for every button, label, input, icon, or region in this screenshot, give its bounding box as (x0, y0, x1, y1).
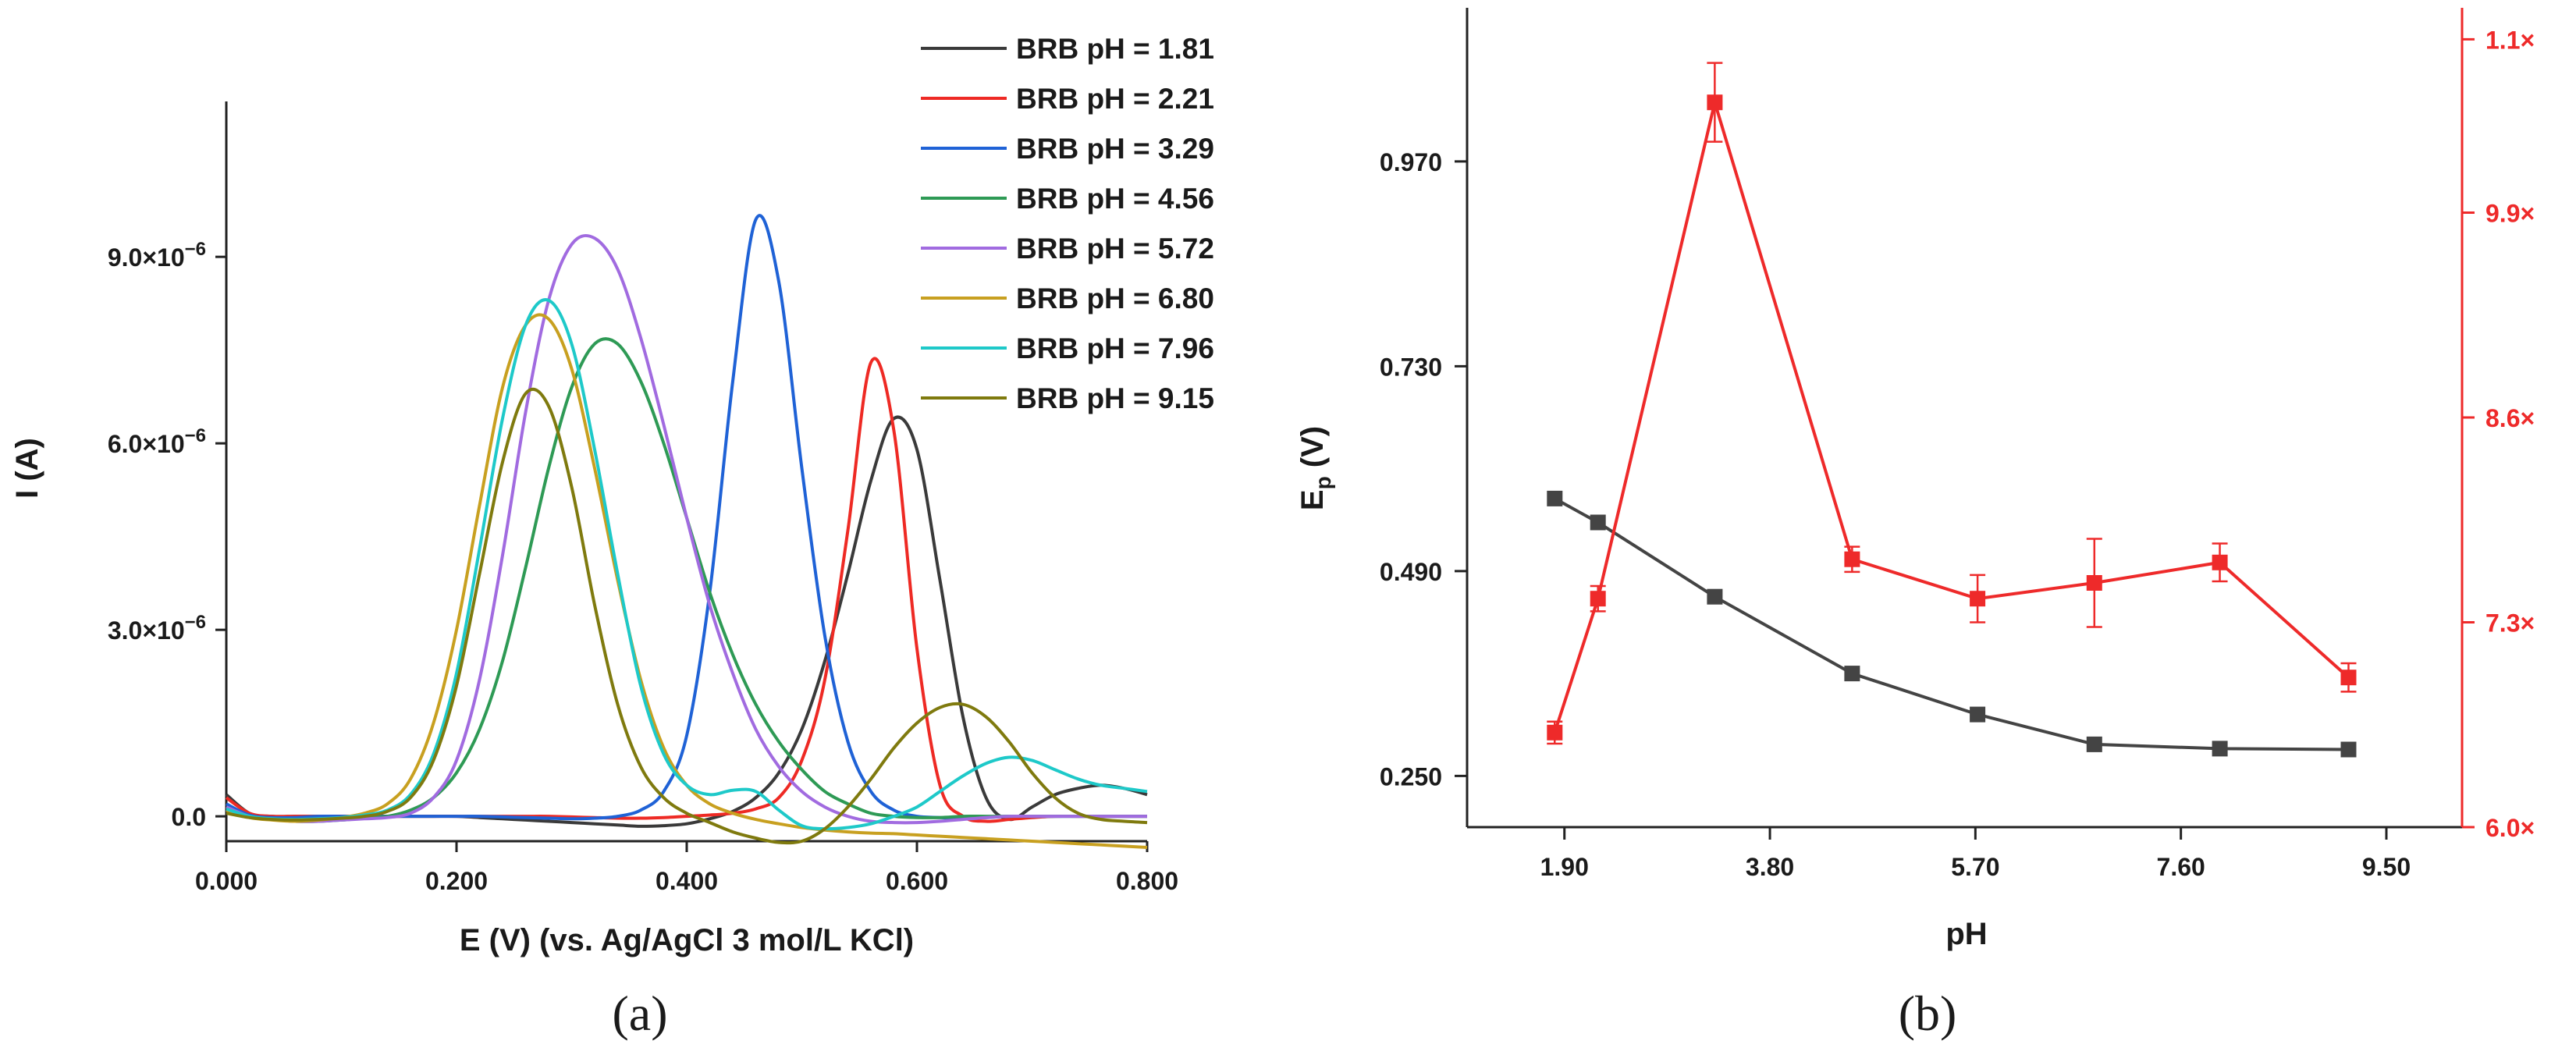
panel-a-x-tick-label: 0.200 (425, 867, 488, 895)
panel-a-legend-label: BRB pH = 2.21 (1016, 83, 1214, 115)
panel-b-y-tick-label: 0.490 (1380, 558, 1442, 586)
panel-b-ep-point (1590, 514, 1606, 531)
panel-a-x-axis-title: E (V) (vs. Ag/AgCl 3 mol/L KCl) (460, 923, 914, 957)
panel-b-ip-point (1844, 551, 1860, 567)
panel-a-series-line-1 (225, 415, 1148, 828)
panel-b-y-tick-label: 0.730 (1380, 353, 1442, 381)
panel-b-left-y-ticks: 0.250 0.490 0.730 0.970 (1380, 148, 1467, 790)
panel-a-y-tick-label: 3.0×10−6 (108, 612, 206, 645)
panel-b-x-axis-title: pH (1945, 917, 1987, 951)
panel-b-y2-tick-label: 1.1× (2485, 26, 2535, 54)
panel-b-y2-tick-label: 6.0× (2485, 814, 2535, 842)
panel-b-x-ticks: 1.90 3.80 5.70 7.60 9.50 (1540, 827, 2411, 881)
panel-b-x-tick-label: 7.60 (2157, 853, 2205, 881)
panel-b-ip-point (1707, 94, 1723, 111)
panel-b-ip-point (1590, 591, 1606, 607)
panel-b-y2-tick-label: 8.6× (2485, 404, 2535, 432)
panel-b-right-y-ticks: 6.0× 7.3× 8.6× 9.9× 1.1× (2462, 26, 2535, 842)
panel-b-y-axis-title: Ep (V) (1295, 426, 1335, 510)
panel-a-x-tick-label: 0.400 (656, 867, 718, 895)
panel-a-legend-label: BRB pH = 5.72 (1016, 233, 1214, 265)
panel-a-series-line-8 (226, 387, 1148, 845)
panel-a-label: (a) (612, 986, 667, 1041)
panel-b-ep-point (2212, 741, 2228, 757)
panel-a-series-line-5 (226, 233, 1147, 825)
panel-a-series (225, 214, 1148, 849)
panel-b-y-tick-label: 0.250 (1380, 762, 1442, 790)
panel-b-x-tick-label: 9.50 (2362, 853, 2411, 881)
panel-a-legend-label: BRB pH = 1.81 (1016, 33, 1214, 65)
panel-a-y-tick-label: 9.0×10−6 (108, 239, 206, 272)
panel-b: 1.90 3.80 5.70 7.60 9.50 0.250 0.490 0.730 0.97… (1295, 8, 2535, 1041)
panel-b-ip-point (2086, 575, 2102, 591)
panel-b-ep-point (2340, 741, 2357, 758)
panel-b-x-tick-label: 1.90 (1540, 853, 1589, 881)
panel-a-legend-label: BRB pH = 3.29 (1016, 133, 1214, 165)
panel-b-ep-point (1707, 588, 1723, 605)
panel-a-legend-label: BRB pH = 9.15 (1016, 382, 1214, 414)
panel-b-ip-point (2212, 554, 2228, 570)
panel-a-legend-label: BRB pH = 6.80 (1016, 282, 1214, 314)
panel-b-y-tick-label: 0.970 (1380, 148, 1442, 176)
panel-a-series-line-6 (226, 313, 1148, 849)
panel-b-ep-point (1547, 490, 1563, 506)
panel-a-series-line-7 (226, 298, 1148, 831)
panel-b-y2-tick-label: 7.3× (2485, 609, 2535, 638)
panel-a-x-tick-label: 0.600 (886, 867, 948, 895)
panel-a-y-ticks: 0.0 3.0×10−6 6.0×10−6 9.0×10−6 (108, 239, 226, 831)
panel-b-x-tick-label: 3.80 (1746, 853, 1794, 881)
panel-b-series (1547, 62, 2357, 758)
panel-a-x-ticks: 0.000 0.200 0.400 0.600 0.800 (195, 841, 1178, 895)
panel-b-ip-line (1553, 96, 2350, 734)
panel-a-series-line-4 (226, 337, 1147, 823)
panel-b-ip-point (1547, 724, 1563, 741)
panel-a: 0.000 0.200 0.400 0.600 0.800 0.0 3.0×10−6 6.0… (10, 33, 1214, 1041)
panel-a-y-tick-label: 6.0×10−6 (108, 425, 206, 458)
panel-a-legend-label: BRB pH = 7.96 (1016, 332, 1214, 364)
panel-a-series-line-2 (225, 357, 1147, 823)
panel-a-x-tick-label: 0.800 (1116, 867, 1178, 895)
panel-b-ep-point (2086, 736, 2102, 752)
panel-b-ip-point (1970, 591, 1986, 607)
panel-b-ip-point (2340, 670, 2357, 686)
panel-b-ep-point (1844, 666, 1860, 682)
panel-b-ep-point (1970, 706, 1986, 723)
panel-a-y-axis-title: I (A) (10, 438, 44, 499)
panel-b-x-tick-label: 5.70 (1951, 853, 1999, 881)
panel-b-ep-line (1554, 497, 2349, 751)
panel-b-label: (b) (1899, 986, 1957, 1041)
panel-a-legend-label: BRB pH = 4.56 (1016, 183, 1214, 215)
panel-a-legend: BRB pH = 1.81 BRB pH = 2.21 BRB pH = 3.29 B… (921, 33, 1214, 414)
panel-a-y-tick-label: 0.0 (172, 803, 206, 831)
panel-a-x-tick-label: 0.000 (195, 867, 258, 895)
panel-b-y2-tick-label: 9.9× (2485, 200, 2535, 228)
